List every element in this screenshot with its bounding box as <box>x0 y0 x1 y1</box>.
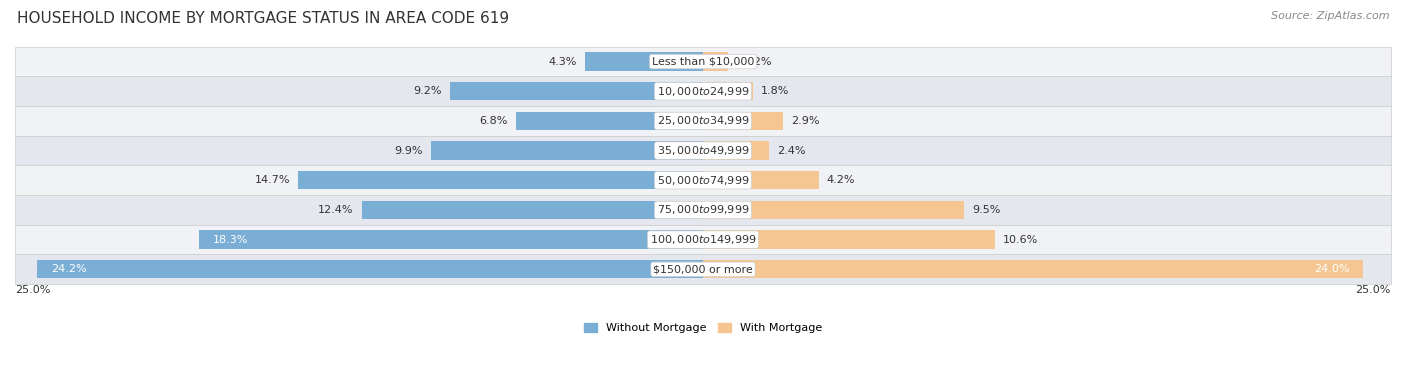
Text: $10,000 to $24,999: $10,000 to $24,999 <box>657 85 749 98</box>
Text: $150,000 or more: $150,000 or more <box>654 264 752 274</box>
Bar <box>15 136 1391 166</box>
Bar <box>15 106 1391 136</box>
Text: 10.6%: 10.6% <box>1002 235 1038 245</box>
Text: 2.9%: 2.9% <box>792 116 820 126</box>
Text: 4.3%: 4.3% <box>548 57 576 67</box>
Bar <box>703 171 818 189</box>
Text: 2.4%: 2.4% <box>778 146 806 156</box>
Bar <box>516 112 703 130</box>
Bar <box>200 231 703 249</box>
Bar <box>15 225 1391 254</box>
Text: 24.2%: 24.2% <box>51 264 86 274</box>
Bar <box>585 53 703 71</box>
Text: 9.5%: 9.5% <box>973 205 1001 215</box>
Bar <box>15 47 1391 76</box>
Text: $75,000 to $99,999: $75,000 to $99,999 <box>657 203 749 217</box>
Bar <box>450 82 703 101</box>
Bar <box>703 260 1364 279</box>
Bar <box>15 254 1391 284</box>
Text: 24.0%: 24.0% <box>1315 264 1350 274</box>
Text: 0.92%: 0.92% <box>737 57 772 67</box>
Text: $25,000 to $34,999: $25,000 to $34,999 <box>657 115 749 127</box>
Legend: Without Mortgage, With Mortgage: Without Mortgage, With Mortgage <box>583 322 823 333</box>
Text: 25.0%: 25.0% <box>15 285 51 295</box>
Bar <box>703 231 994 249</box>
Bar <box>298 171 703 189</box>
Bar <box>703 82 752 101</box>
Text: $100,000 to $149,999: $100,000 to $149,999 <box>650 233 756 246</box>
Text: Less than $10,000: Less than $10,000 <box>652 57 754 67</box>
Text: 6.8%: 6.8% <box>479 116 508 126</box>
Bar <box>15 195 1391 225</box>
Bar <box>37 260 703 279</box>
Text: $50,000 to $74,999: $50,000 to $74,999 <box>657 174 749 187</box>
Bar <box>703 201 965 219</box>
Text: 18.3%: 18.3% <box>214 235 249 245</box>
Bar <box>430 141 703 160</box>
Bar <box>703 53 728 71</box>
Text: 12.4%: 12.4% <box>318 205 353 215</box>
Text: 1.8%: 1.8% <box>761 86 789 96</box>
Text: $35,000 to $49,999: $35,000 to $49,999 <box>657 144 749 157</box>
Bar <box>15 166 1391 195</box>
Text: Source: ZipAtlas.com: Source: ZipAtlas.com <box>1271 11 1389 21</box>
Bar <box>361 201 703 219</box>
Text: 9.2%: 9.2% <box>413 86 441 96</box>
Text: 4.2%: 4.2% <box>827 175 855 185</box>
Text: 9.9%: 9.9% <box>394 146 422 156</box>
Bar <box>15 76 1391 106</box>
Bar <box>703 141 769 160</box>
Bar <box>703 112 783 130</box>
Text: 25.0%: 25.0% <box>1355 285 1391 295</box>
Text: 14.7%: 14.7% <box>254 175 290 185</box>
Text: HOUSEHOLD INCOME BY MORTGAGE STATUS IN AREA CODE 619: HOUSEHOLD INCOME BY MORTGAGE STATUS IN A… <box>17 11 509 26</box>
